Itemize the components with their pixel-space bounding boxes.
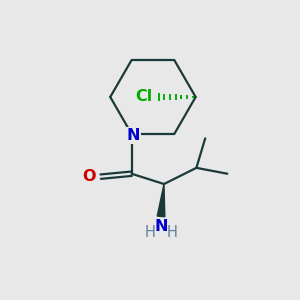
Text: H: H [144, 225, 155, 240]
Text: O: O [82, 169, 95, 184]
Text: Cl: Cl [135, 89, 152, 104]
Text: N: N [126, 128, 140, 143]
Text: N: N [154, 219, 168, 234]
Polygon shape [157, 184, 165, 217]
Text: H: H [167, 225, 178, 240]
